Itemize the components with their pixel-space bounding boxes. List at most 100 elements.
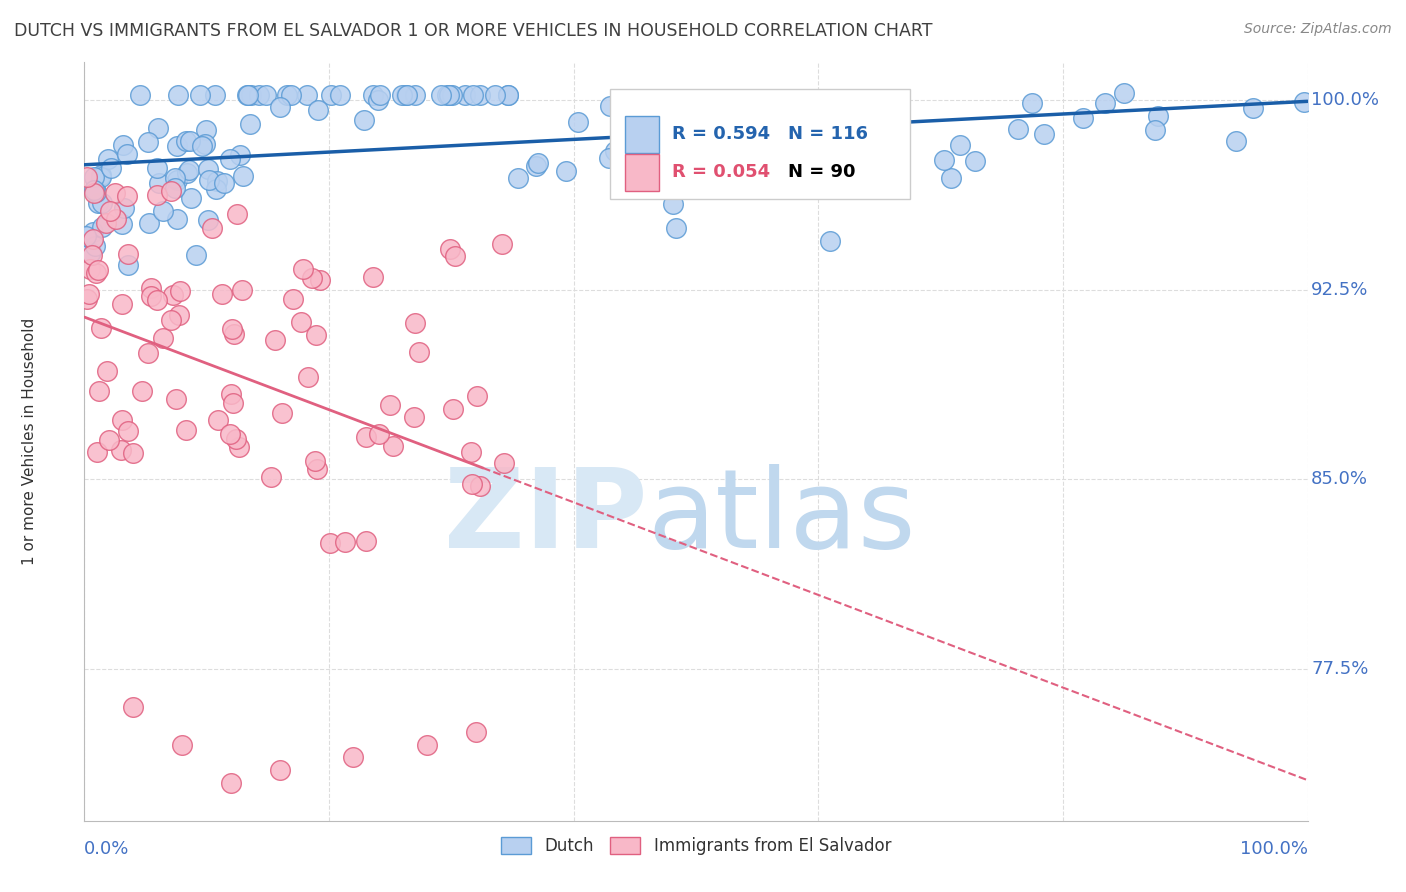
Point xyxy=(378,398,401,412)
Point xyxy=(111,297,134,311)
Point xyxy=(232,169,254,184)
Point xyxy=(877,116,900,130)
Point xyxy=(138,216,160,230)
Point xyxy=(391,88,413,103)
Point xyxy=(439,88,461,103)
Point xyxy=(441,88,464,103)
Point xyxy=(612,102,634,116)
Point xyxy=(1007,121,1029,136)
Point xyxy=(148,120,170,135)
Point xyxy=(97,152,120,166)
Point xyxy=(219,776,242,790)
Point xyxy=(599,99,621,113)
Point xyxy=(91,196,114,211)
Point xyxy=(319,536,342,550)
Point xyxy=(122,700,145,714)
Point xyxy=(148,177,170,191)
Point xyxy=(179,134,201,148)
Point xyxy=(603,145,626,159)
Point xyxy=(319,88,342,103)
Point xyxy=(111,413,134,427)
Point xyxy=(136,346,159,360)
Point xyxy=(80,244,103,259)
Text: 100.0%: 100.0% xyxy=(1240,839,1308,857)
Text: DUTCH VS IMMIGRANTS FROM EL SALVADOR 1 OR MORE VEHICLES IN HOUSEHOLD CORRELATION: DUTCH VS IMMIGRANTS FROM EL SALVADOR 1 O… xyxy=(14,22,932,40)
Text: 100.0%: 100.0% xyxy=(1312,91,1379,110)
Point xyxy=(280,88,302,103)
Point xyxy=(105,211,128,226)
Point xyxy=(84,186,107,200)
Point xyxy=(803,142,825,156)
Point xyxy=(356,534,378,549)
Point xyxy=(408,345,430,359)
Text: N = 116: N = 116 xyxy=(787,126,868,144)
Point xyxy=(115,189,138,203)
Point xyxy=(222,396,245,410)
Text: R = 0.594: R = 0.594 xyxy=(672,126,769,144)
Point xyxy=(932,153,955,168)
Point xyxy=(160,313,183,327)
Point xyxy=(79,287,101,301)
Point xyxy=(439,242,461,256)
Text: 85.0%: 85.0% xyxy=(1312,470,1368,489)
Point xyxy=(236,88,259,103)
Point xyxy=(204,88,226,103)
Point xyxy=(308,273,330,287)
Point xyxy=(665,220,688,235)
Point xyxy=(177,163,200,178)
Point xyxy=(498,88,520,103)
Point xyxy=(271,406,294,420)
Point xyxy=(229,148,252,162)
Point xyxy=(166,88,188,103)
Legend: Dutch, Immigrants from El Salvador: Dutch, Immigrants from El Salvador xyxy=(494,830,898,862)
Point xyxy=(166,138,188,153)
Point xyxy=(231,283,253,297)
Point xyxy=(492,456,515,470)
Point xyxy=(117,246,139,260)
Point xyxy=(1021,95,1043,110)
Point xyxy=(98,433,121,447)
Point xyxy=(205,182,228,196)
Point xyxy=(524,159,547,173)
Point xyxy=(212,176,235,190)
Point xyxy=(79,261,101,276)
Point xyxy=(104,186,127,200)
Point xyxy=(86,445,108,459)
Point xyxy=(165,392,187,406)
Point xyxy=(174,134,197,148)
Point xyxy=(87,384,110,399)
Point xyxy=(146,293,169,307)
Point xyxy=(404,88,426,103)
Point xyxy=(87,263,110,277)
Point xyxy=(82,232,104,246)
Point xyxy=(1114,86,1136,100)
Point xyxy=(239,117,262,131)
Point xyxy=(228,440,250,454)
Point xyxy=(454,88,477,103)
Point xyxy=(1094,95,1116,110)
Point xyxy=(291,261,314,276)
Point xyxy=(260,469,283,483)
Point xyxy=(1294,95,1316,110)
Point xyxy=(361,270,384,285)
Point xyxy=(661,196,683,211)
Point xyxy=(76,293,98,307)
Point xyxy=(221,321,243,335)
Point xyxy=(225,433,247,447)
Point xyxy=(444,249,467,263)
Point xyxy=(290,315,312,329)
Point xyxy=(146,188,169,202)
Point xyxy=(333,535,356,549)
Text: Source: ZipAtlas.com: Source: ZipAtlas.com xyxy=(1244,22,1392,37)
Point xyxy=(598,152,620,166)
Bar xyxy=(626,116,659,153)
Point xyxy=(128,88,150,103)
Point xyxy=(368,88,391,103)
Point xyxy=(1071,111,1094,125)
Point xyxy=(222,326,245,341)
Text: 1 or more Vehicles in Household: 1 or more Vehicles in Household xyxy=(22,318,37,566)
Point xyxy=(82,226,104,240)
Point xyxy=(468,88,491,103)
Point xyxy=(367,427,389,442)
Point xyxy=(83,182,105,196)
